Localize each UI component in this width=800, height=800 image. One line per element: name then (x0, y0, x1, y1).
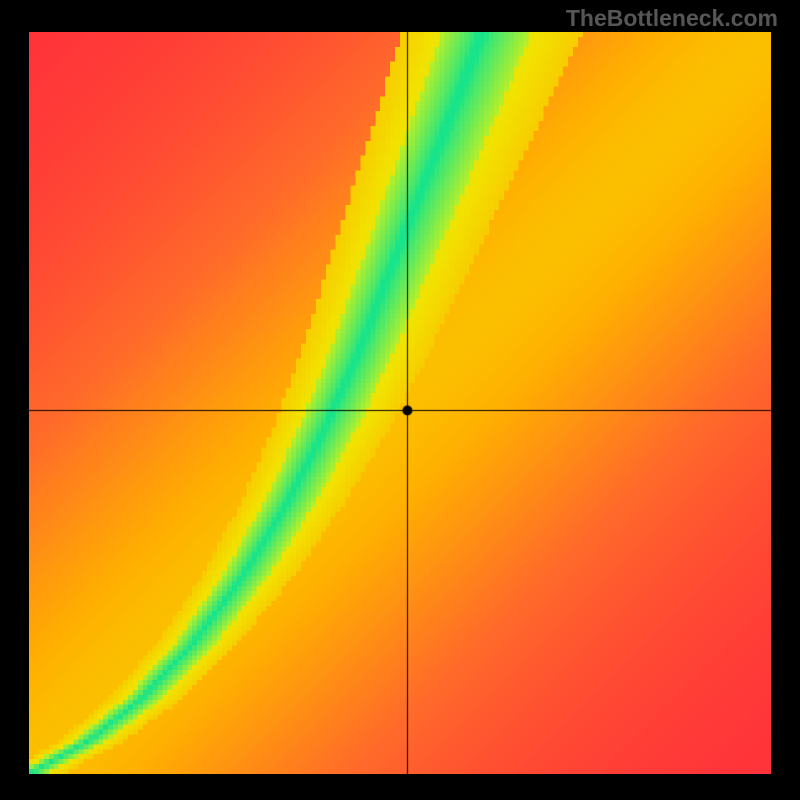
chart-container: TheBottleneck.com (0, 0, 800, 800)
watermark-text: TheBottleneck.com (566, 5, 778, 32)
crosshair-overlay (29, 32, 771, 774)
